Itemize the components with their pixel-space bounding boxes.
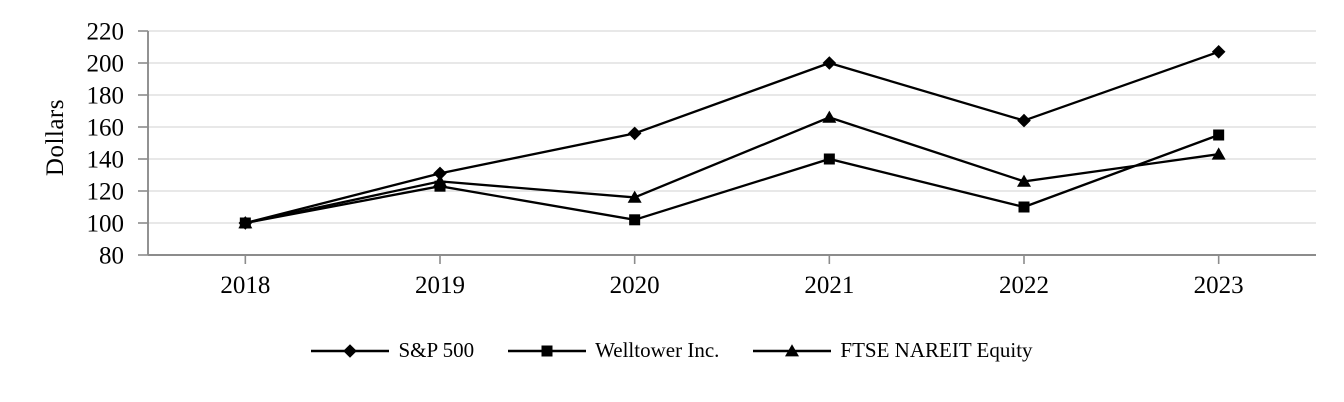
x-tick-label: 2019 [415, 272, 465, 299]
y-tick-label: 200 [87, 51, 125, 78]
series-line-1 [245, 133, 1220, 225]
legend-label: FTSE NAREIT Equity [840, 338, 1033, 362]
series-line-2 [245, 116, 1219, 225]
square-marker [541, 345, 553, 356]
diamond-marker [433, 166, 447, 181]
x-tick-label: 2018 [220, 272, 270, 299]
diamond-marker [1211, 45, 1226, 59]
legend-item-welltower: Welltower Inc. [508, 338, 719, 363]
y-tick-label: 120 [87, 179, 125, 206]
x-tick-label: 2021 [804, 272, 854, 299]
square-marker [823, 153, 835, 165]
triangle-marker [785, 343, 800, 356]
y-tick-label: 140 [87, 147, 125, 174]
square-marker [434, 180, 446, 192]
triangle-marker [1211, 147, 1226, 160]
square-marker [629, 214, 641, 226]
diamond-marker [822, 56, 837, 70]
triangle-marker [627, 190, 642, 203]
x-tick-label: 2023 [1194, 272, 1244, 299]
y-tick-label: 220 [87, 19, 125, 46]
square-marker [1213, 129, 1225, 141]
y-tick-label: 180 [87, 83, 125, 110]
square-marker [239, 217, 251, 229]
diamond-marker [343, 343, 358, 358]
legend-label: S&P 500 [398, 338, 475, 362]
square-marker [1018, 201, 1030, 213]
x-tick-label: 2022 [999, 272, 1049, 299]
y-tick-label: 80 [99, 243, 124, 270]
triangle-marker [822, 110, 837, 123]
legend-label: Welltower Inc. [595, 338, 720, 362]
triangle-marker [1017, 174, 1031, 187]
chart-legend: S&P 500 Welltower Inc. FTSE NAREIT Equit… [0, 338, 1344, 363]
x-tick-label: 2020 [610, 272, 660, 299]
legend-item-sp-500: S&P 500 [311, 338, 474, 363]
diamond-marker [627, 126, 642, 141]
square-marker-icon [508, 345, 587, 356]
y-tick-label: 100 [87, 211, 125, 238]
y-tick-label: 160 [87, 115, 125, 142]
legend-item-ftse-nareit: FTSE NAREIT Equity [753, 338, 1033, 363]
diamond-marker-icon [311, 343, 390, 358]
line-chart-plot-area: 80 100 120 140 160 180 200 220 2018 2019 2020 2021 2… [87, 19, 1316, 299]
triangle-marker-icon [753, 343, 832, 356]
diamond-marker [1017, 113, 1031, 128]
series-line-0 [245, 50, 1220, 225]
